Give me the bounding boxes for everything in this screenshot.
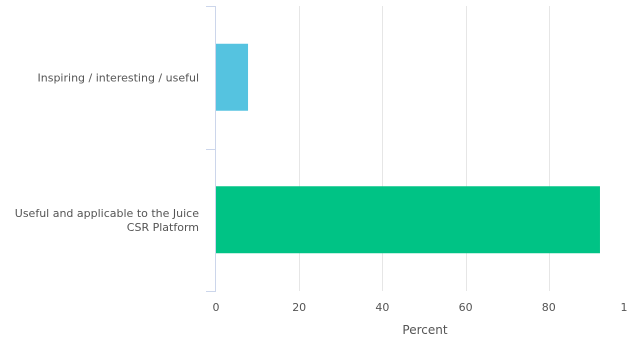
- bars: [216, 43, 600, 254]
- x-tick-label: 60: [459, 301, 473, 314]
- category-label-line: CSR Platform: [127, 221, 199, 234]
- x-tick-label: 80: [542, 301, 556, 314]
- category-label-line: Inspiring / interesting / useful: [38, 71, 200, 84]
- x-tick-label: 1: [621, 301, 628, 314]
- bar[interactable]: [216, 186, 600, 254]
- x-tick-label: 20: [292, 301, 306, 314]
- category-label: Inspiring / interesting / useful: [38, 71, 200, 84]
- category-label-line: Useful and applicable to the Juice: [15, 207, 199, 220]
- bar[interactable]: [216, 43, 249, 111]
- x-tick-label: 40: [375, 301, 389, 314]
- category-axis: [206, 6, 216, 292]
- category-label: Useful and applicable to the Juice CSR Pl…: [15, 207, 199, 234]
- category-labels: Inspiring / interesting / useful Useful a…: [15, 71, 199, 234]
- x-tick-label: 0: [213, 301, 220, 314]
- x-axis-title: Percent: [402, 323, 447, 337]
- x-tick-labels: 0 20 40 60 80 1: [213, 301, 628, 314]
